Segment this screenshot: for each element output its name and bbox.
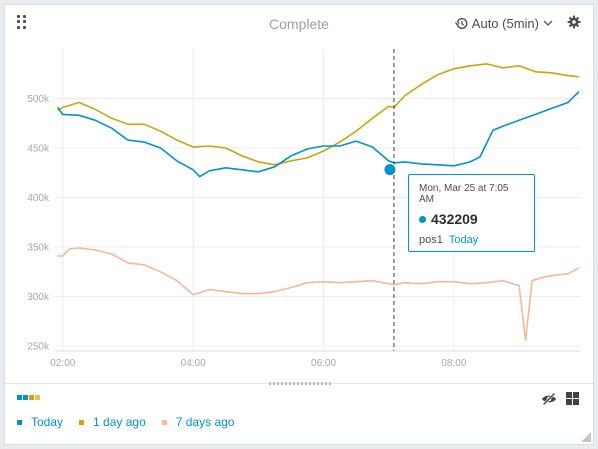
- chart-panel: Complete Auto (5min): [4, 4, 594, 445]
- chevron-down-icon: [543, 20, 553, 26]
- y-tick-label: 350k: [27, 243, 50, 254]
- legend-label: 7 days ago: [175, 415, 235, 429]
- legend-swatch: [79, 419, 85, 425]
- tooltip-value: 432209: [431, 211, 478, 227]
- series-line-7-days-ago: [57, 247, 580, 341]
- series-line-today: [56, 91, 580, 178]
- legend-item-1-day-ago[interactable]: 1 day ago: [79, 415, 146, 429]
- legend-swatches-icon: [17, 395, 40, 400]
- legend-area: Today 1 day ago 7 days ago: [5, 387, 593, 445]
- legend-list: Today 1 day ago 7 days ago: [17, 415, 234, 429]
- gear-icon[interactable]: [567, 15, 581, 29]
- eye-hidden-icon[interactable]: [541, 392, 557, 406]
- legend-label: 1 day ago: [93, 415, 146, 429]
- legend-item-7-days-ago[interactable]: 7 days ago: [161, 415, 235, 429]
- legend-swatch: [17, 419, 22, 425]
- tooltip-metric: pos1: [419, 234, 443, 246]
- y-tick-label: 500k: [27, 94, 50, 105]
- grid-layout-icon[interactable]: [566, 392, 579, 405]
- highlight-point: [383, 163, 397, 177]
- legend-swatch: [161, 419, 167, 425]
- x-tick-label: 06:00: [311, 358, 336, 369]
- x-tick-label: 08:00: [441, 358, 466, 369]
- time-range-label: Auto (5min): [471, 15, 539, 31]
- x-tick-label: 02:00: [50, 358, 75, 369]
- tooltip-series-dot: [419, 215, 426, 223]
- y-tick-label: 400k: [27, 193, 50, 204]
- tooltip-date: Mon, Mar 25 at 7:05 AM: [419, 183, 509, 205]
- resize-splitter[interactable]: [5, 379, 593, 387]
- panel-title: Complete: [269, 16, 329, 32]
- series-line-1-day-ago: [57, 63, 580, 166]
- y-tick-label: 250k: [27, 342, 50, 353]
- legend-item-today[interactable]: Today: [17, 415, 63, 429]
- data-tooltip: Mon, Mar 25 at 7:05 AM 432209 pos1 Today: [408, 174, 535, 252]
- tooltip-series: Today: [448, 234, 479, 246]
- resize-corner-icon[interactable]: [581, 432, 591, 442]
- y-tick-label: 300k: [27, 292, 50, 303]
- y-tick-label: 450k: [27, 144, 50, 155]
- history-icon: [454, 17, 468, 29]
- legend-label: Today: [31, 415, 64, 429]
- splitter-grip[interactable]: [269, 382, 331, 385]
- panel-header: Complete Auto (5min): [5, 5, 593, 41]
- drag-handle-icon[interactable]: [17, 15, 27, 29]
- time-range-selector[interactable]: Auto (5min): [454, 14, 553, 32]
- x-tick-label: 04:00: [181, 358, 206, 369]
